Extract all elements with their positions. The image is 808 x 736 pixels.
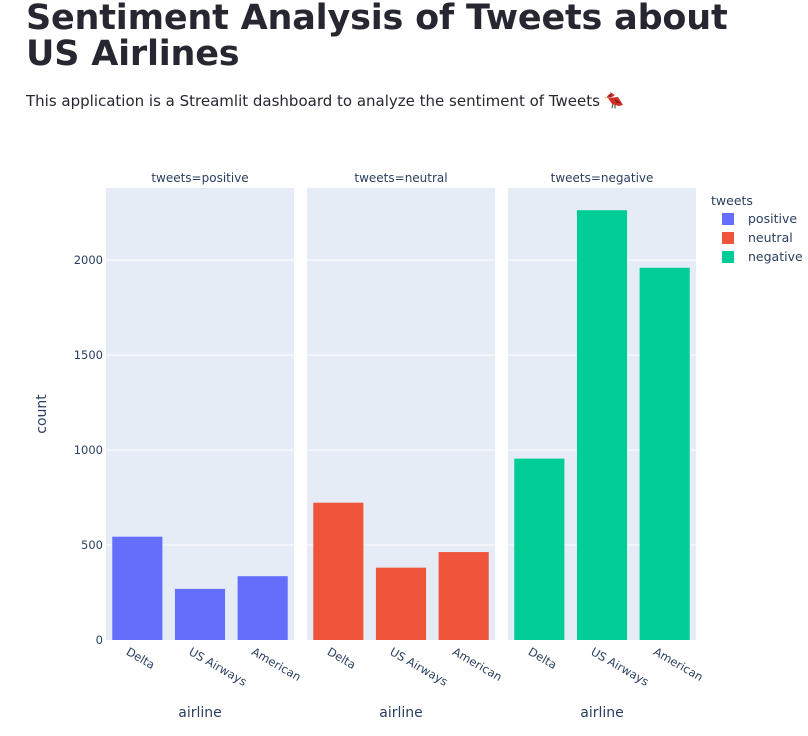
y-axis-title: count [34, 394, 50, 434]
y-tick-label: 500 [81, 538, 103, 552]
bird-icon [603, 92, 624, 116]
bar-negative-us-airways [576, 210, 628, 641]
legend-item-positive: positive [748, 211, 797, 226]
bar-positive-american [237, 576, 288, 640]
facet-title-negative: tweets=negative [551, 171, 654, 185]
x-tick-label: Delta [325, 644, 359, 671]
legend-title: tweets [711, 193, 753, 208]
legend-swatch-neutral [722, 232, 734, 244]
bar-negative-american [639, 267, 690, 640]
x-tick-label: American [249, 644, 303, 683]
bar-negative-delta [514, 458, 565, 640]
bar-positive-us-airways [174, 588, 226, 640]
x-axis-title: airline [178, 705, 222, 721]
y-tick-label: 1500 [74, 348, 103, 362]
x-axis-title: airline [379, 705, 423, 721]
y-tick-label: 1000 [74, 443, 103, 457]
subtitle-text: This application is a Streamlit dashboar… [26, 92, 600, 110]
x-tick-label: American [651, 644, 705, 683]
x-tick-label: US Airways [187, 644, 250, 688]
x-tick-label: Delta [526, 644, 560, 671]
bar-neutral-american [438, 552, 489, 640]
bar-neutral-delta [313, 502, 364, 640]
legend-swatch-positive [722, 213, 734, 225]
x-axis-title: airline [580, 705, 624, 721]
legend-item-negative: negative [748, 249, 803, 264]
x-tick-label: US Airways [388, 644, 451, 688]
page-title: Sentiment Analysis of Tweets about US Ai… [26, 0, 728, 74]
x-tick-label: American [450, 644, 504, 683]
legend-swatch-negative [722, 251, 734, 263]
y-tick-label: 0 [96, 633, 103, 647]
bar-positive-delta [112, 536, 163, 640]
facet-title-neutral: tweets=neutral [354, 171, 447, 185]
bar-neutral-us-airways [375, 567, 427, 640]
legend-item-neutral: neutral [748, 230, 793, 245]
facet-title-positive: tweets=positive [151, 171, 248, 185]
x-tick-label: US Airways [589, 644, 652, 688]
y-tick-label: 2000 [74, 253, 103, 267]
page-subtitle: This application is a Streamlit dashboar… [26, 90, 624, 116]
x-tick-label: Delta [124, 644, 158, 671]
